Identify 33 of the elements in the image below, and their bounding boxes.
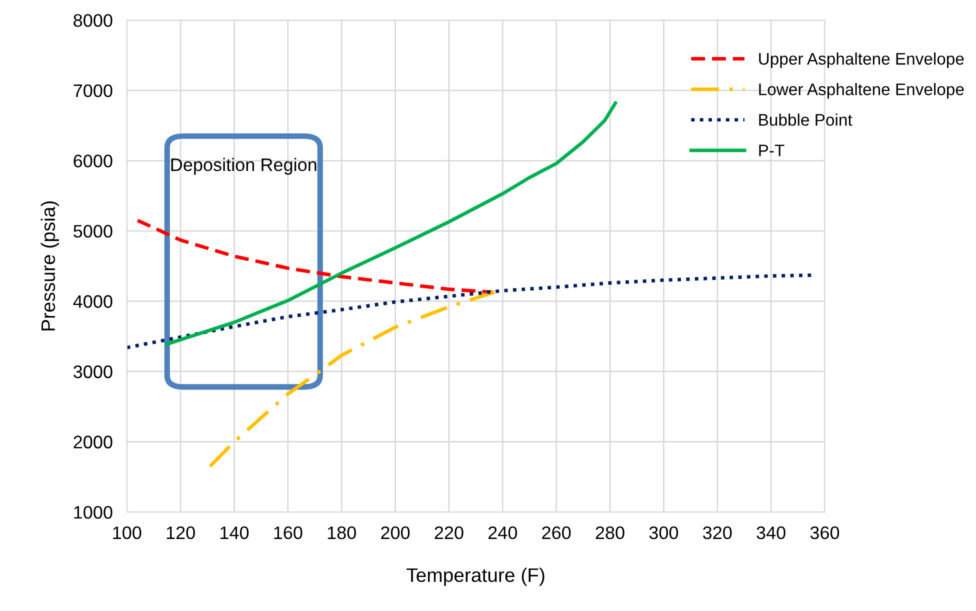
x-tick-label: 100 bbox=[113, 526, 142, 540]
legend-label: P-T bbox=[759, 144, 784, 156]
x-tick-label: 120 bbox=[166, 526, 195, 540]
y-tick-label: 4000 bbox=[73, 295, 112, 308]
x-tick-label: 260 bbox=[542, 526, 571, 540]
x-tick-label: 180 bbox=[328, 526, 356, 540]
annotation: Deposition Region bbox=[171, 158, 316, 175]
x-tick-label: 320 bbox=[702, 526, 732, 540]
y-tick-label: 5000 bbox=[74, 224, 112, 238]
legend-label: Lower Asphaltene Envelope bbox=[759, 83, 964, 99]
x-axis-title: Temperature (F) bbox=[406, 568, 544, 586]
y-tick-label: 6000 bbox=[74, 154, 112, 168]
line-series bbox=[136, 218, 494, 294]
x-tick-label: 140 bbox=[220, 526, 249, 540]
y-axis-title: Pressure (psia) bbox=[40, 201, 59, 330]
x-tick-label: 200 bbox=[381, 526, 410, 540]
legend-label: Bubble Point bbox=[759, 114, 852, 126]
x-tick-label: 160 bbox=[274, 526, 302, 540]
x-tick-label: 220 bbox=[434, 526, 464, 540]
line-series bbox=[126, 273, 814, 350]
x-tick-label: 300 bbox=[649, 526, 678, 540]
x-tick-label: 280 bbox=[596, 526, 624, 540]
x-tick-label: 360 bbox=[810, 526, 840, 540]
y-tick-label: 2000 bbox=[74, 436, 112, 448]
y-tick-label: 7000 bbox=[74, 84, 112, 98]
line-series bbox=[165, 101, 618, 346]
x-tick-label: 240 bbox=[488, 526, 517, 540]
y-tick-label: 1000 bbox=[74, 506, 112, 519]
y-tick-label: 3000 bbox=[74, 365, 112, 378]
line-series bbox=[208, 290, 496, 468]
legend-label: Upper Asphaltene Envelope bbox=[759, 52, 964, 68]
y-tick-label: 8000 bbox=[74, 14, 112, 27]
x-tick-label: 340 bbox=[756, 526, 786, 540]
